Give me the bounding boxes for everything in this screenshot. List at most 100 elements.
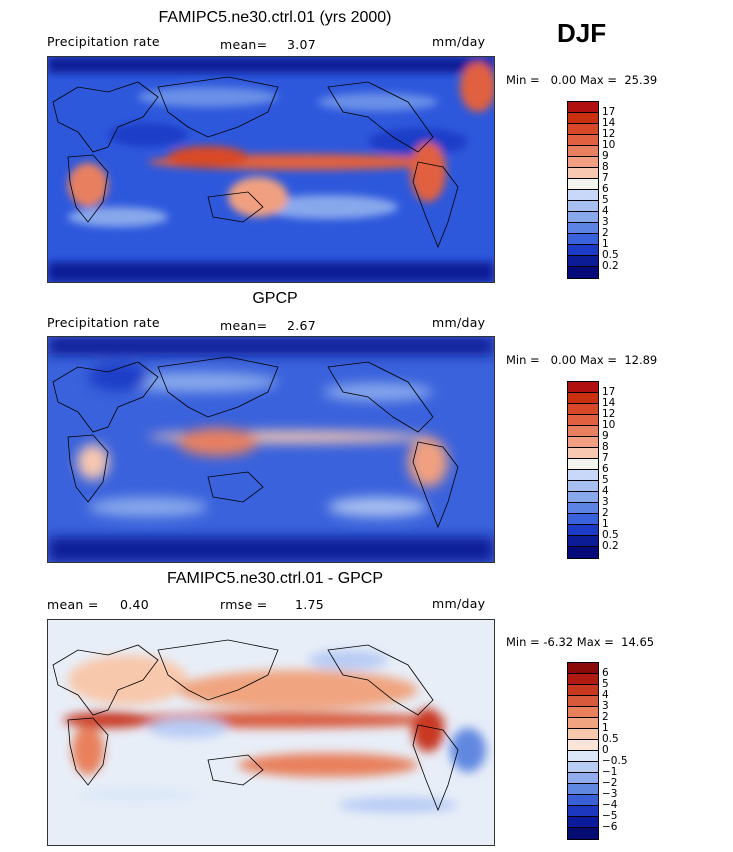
colorbar-segment (568, 525, 598, 536)
colorbar-tick-label: 4 (602, 485, 609, 497)
colorbar-tick-label: −4 (602, 799, 618, 811)
colorbar-segment (568, 382, 598, 393)
colorbar-tick-label: −5 (602, 810, 618, 822)
panel-2-mean-label: mean= (220, 318, 268, 333)
panel-2-mean-value: 2.67 (287, 318, 317, 333)
panel-3-min-max: Min = -6.32 Max = 14.65 (506, 635, 655, 649)
colorbar-segment (568, 146, 598, 157)
colorbar-tick-label: 0.2 (602, 260, 619, 272)
colorbar-segment (568, 113, 598, 124)
colorbar-segment (568, 234, 598, 245)
colorbar-tick-label: 4 (602, 205, 609, 217)
colorbar-tick-label: 8 (602, 441, 609, 453)
panel-3-mean-value: 0.40 (120, 597, 150, 612)
colorbar-segment (568, 393, 598, 404)
colorbar-segment (568, 415, 598, 426)
colorbar-tick-label: 0.5 (602, 529, 619, 541)
colorbar-segment (568, 179, 598, 190)
colorbar-segment (568, 223, 598, 234)
colorbar-segment (568, 404, 598, 415)
colorbar-segment (568, 806, 598, 817)
panel-3-colorbar (567, 662, 599, 840)
colorbar-tick-label: 10 (602, 139, 616, 151)
colorbar-segment (568, 168, 598, 179)
colorbar-tick-label: 17 (602, 106, 616, 118)
colorbar-tick-label: 2 (602, 507, 609, 519)
colorbar-segment (568, 817, 598, 828)
colorbar-segment (568, 426, 598, 437)
colorbar-tick-label: 3 (602, 700, 609, 712)
colorbar-tick-label: 17 (602, 386, 616, 398)
colorbar-segment (568, 492, 598, 503)
panel-3-mean-label: mean = (47, 597, 99, 612)
panel-1-mean-label: mean= (220, 37, 268, 52)
colorbar-segment (568, 707, 598, 718)
colorbar-segment (568, 773, 598, 784)
colorbar-tick-label: 5 (602, 194, 609, 206)
colorbar-tick-label: 0.5 (602, 733, 619, 745)
colorbar-segment (568, 536, 598, 547)
panel-3-rmse-value: 1.75 (295, 597, 325, 612)
colorbar-segment (568, 190, 598, 201)
colorbar-segment (568, 828, 598, 839)
colorbar-tick-label: 0.2 (602, 540, 619, 552)
colorbar-tick-label: 1 (602, 238, 609, 250)
colorbar-segment (568, 459, 598, 470)
panel-1-variable-label: Precipitation rate (47, 34, 160, 49)
colorbar-tick-label: 10 (602, 419, 616, 431)
colorbar-segment (568, 256, 598, 267)
season-label: DJF (557, 18, 607, 48)
panel-2-variable-label: Precipitation rate (47, 315, 160, 330)
panel-1-colorbar (567, 101, 599, 279)
colorbar-segment (568, 718, 598, 729)
panel-1-units: mm/day (432, 34, 486, 49)
colorbar-tick-label: 6 (602, 463, 609, 475)
colorbar-tick-label: 5 (602, 474, 609, 486)
colorbar-tick-label: −6 (602, 821, 618, 833)
panel-3-title: FAMIPC5.ne30.ctrl.01 - GPCP (166, 570, 384, 587)
colorbar-tick-label: 6 (602, 183, 609, 195)
panel-2-colorbar (567, 381, 599, 559)
colorbar-segment (568, 201, 598, 212)
colorbar-tick-label: 3 (602, 216, 609, 228)
colorbar-segment (568, 212, 598, 223)
panel-1-min-max: Min = 0.00 Max = 25.39 (506, 73, 658, 87)
colorbar-segment (568, 547, 598, 558)
colorbar-tick-label: 8 (602, 161, 609, 173)
colorbar-segment (568, 135, 598, 146)
colorbar-segment (568, 784, 598, 795)
colorbar-segment (568, 245, 598, 256)
panel-1-mean-value: 3.07 (287, 37, 317, 52)
colorbar-segment (568, 729, 598, 740)
colorbar-tick-label: −3 (602, 788, 618, 800)
colorbar-tick-label: −0.5 (602, 755, 628, 767)
colorbar-segment (568, 740, 598, 751)
colorbar-segment (568, 663, 598, 674)
panel-3-rmse-label: rmse = (220, 597, 268, 612)
panel-3-units: mm/day (432, 596, 486, 611)
colorbar-segment (568, 503, 598, 514)
colorbar-tick-label: 0.5 (602, 249, 619, 261)
colorbar-tick-label: 12 (602, 408, 616, 420)
colorbar-tick-label: 14 (602, 117, 616, 129)
colorbar-segment (568, 514, 598, 525)
colorbar-segment (568, 696, 598, 707)
colorbar-tick-label: 1 (602, 722, 609, 734)
colorbar-segment (568, 157, 598, 168)
colorbar-tick-label: 7 (602, 172, 609, 184)
colorbar-segment (568, 470, 598, 481)
panel-2-units: mm/day (432, 315, 486, 330)
colorbar-segment (568, 102, 598, 113)
colorbar-tick-label: −2 (602, 777, 618, 789)
colorbar-tick-label: 9 (602, 150, 609, 162)
colorbar-segment (568, 124, 598, 135)
colorbar-segment (568, 267, 598, 278)
colorbar-tick-label: 7 (602, 452, 609, 464)
panel-1-title: FAMIPC5.ne30.ctrl.01 (yrs 2000) (158, 9, 392, 26)
panel-2-min-max: Min = 0.00 Max = 12.89 (506, 353, 658, 367)
colorbar-tick-label: 14 (602, 397, 616, 409)
colorbar-tick-label: 12 (602, 128, 616, 140)
panel-3-map (47, 619, 495, 846)
colorbar-tick-label: 3 (602, 496, 609, 508)
colorbar-segment (568, 437, 598, 448)
